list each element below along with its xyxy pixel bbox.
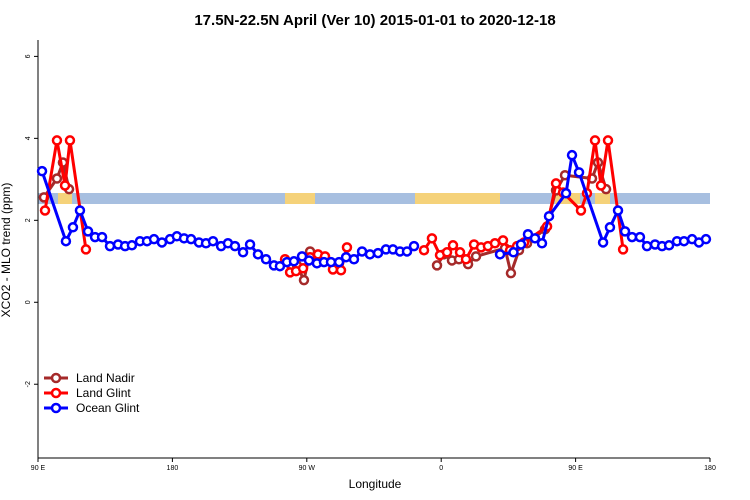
data-point [505,267,517,279]
data-point [494,249,506,260]
data-point [536,238,548,249]
data-point [207,235,219,247]
map-land [595,193,610,204]
data-point [288,256,300,267]
data-point [325,256,337,268]
y-axis-label: XCO2 - MLO trend (ppm) [0,183,13,318]
data-point [426,233,438,244]
data-point [237,247,249,258]
data-point [663,240,675,251]
data-point [470,251,482,262]
legend-swatch [50,387,62,399]
data-point [64,135,76,146]
x-tick-label: 90 W [299,465,316,472]
data-point [489,238,501,249]
data-point [550,178,562,189]
data-point [431,260,443,271]
data-point [74,205,86,216]
data-point [67,222,79,233]
x-axis-label: Longitude [349,477,402,491]
data-point [298,274,310,286]
data-point [575,205,587,216]
data-point [497,235,509,246]
data-point [229,240,241,252]
data-point [126,240,138,251]
series-line [40,149,707,268]
chart-title: 17.5N-22.5N April (Ver 10) 2015-01-01 to… [194,12,555,29]
data-point [36,165,48,177]
data-point [297,263,309,274]
data-point [529,233,541,244]
data-point [39,205,51,216]
map-strip [38,193,710,204]
data-point [408,240,420,252]
data-point [573,167,585,178]
data-point [341,242,353,253]
data-point [515,239,527,250]
legend-label: Land Nadir [76,371,135,385]
data-point [348,253,360,265]
data-point [51,173,63,184]
data-point [595,180,607,191]
y-tick-label: 6 [25,54,32,58]
data-point [460,253,472,265]
map-ocean [38,193,710,204]
map-land [58,193,72,204]
data-point [96,231,108,243]
data-point [634,231,646,243]
data-point [364,249,376,260]
x-tick-label: 0 [439,465,443,472]
data-point [508,247,519,258]
data-point [252,249,264,260]
data-point [589,135,601,146]
data-point [80,244,92,255]
legend-label: Land Glint [76,386,131,400]
data-point [700,233,712,245]
x-tick-label: 180 [704,465,716,472]
data-point [244,239,256,250]
data-point [597,237,609,248]
data-point [566,149,578,161]
data-point [617,244,629,255]
data-point [60,235,72,247]
data-point [418,244,430,256]
data-point [401,246,413,257]
data-point [454,247,466,258]
data-point [560,188,572,199]
data-point [604,222,616,233]
data-point [260,253,272,265]
y-tick-label: 4 [25,136,32,140]
legend-label: Ocean Glint [76,401,140,415]
map-land [415,193,500,204]
map-land [285,193,315,204]
legend-swatch [50,402,62,414]
data-point [156,237,168,248]
data-point [619,226,631,237]
data-point [59,180,71,191]
data-point [641,240,653,252]
x-tick-label: 180 [167,465,179,472]
y-tick-label: 2 [25,218,32,222]
data-point [104,240,116,252]
x-tick-label: 90 E [568,465,583,472]
data-point [51,135,63,146]
data-point [678,235,690,247]
data-point [602,135,614,146]
data-point [335,265,347,276]
data-point [441,247,453,258]
x-tick-label: 90 E [31,465,46,472]
data-point [372,247,384,259]
y-tick-label: -2 [25,381,32,387]
data-point [447,240,459,251]
data-point [543,210,555,222]
data-point [82,226,94,237]
data-point [333,256,345,268]
legend-swatch [50,372,62,384]
y-tick-label: 0 [25,300,32,304]
data-point [612,205,624,216]
series-line [43,140,625,275]
